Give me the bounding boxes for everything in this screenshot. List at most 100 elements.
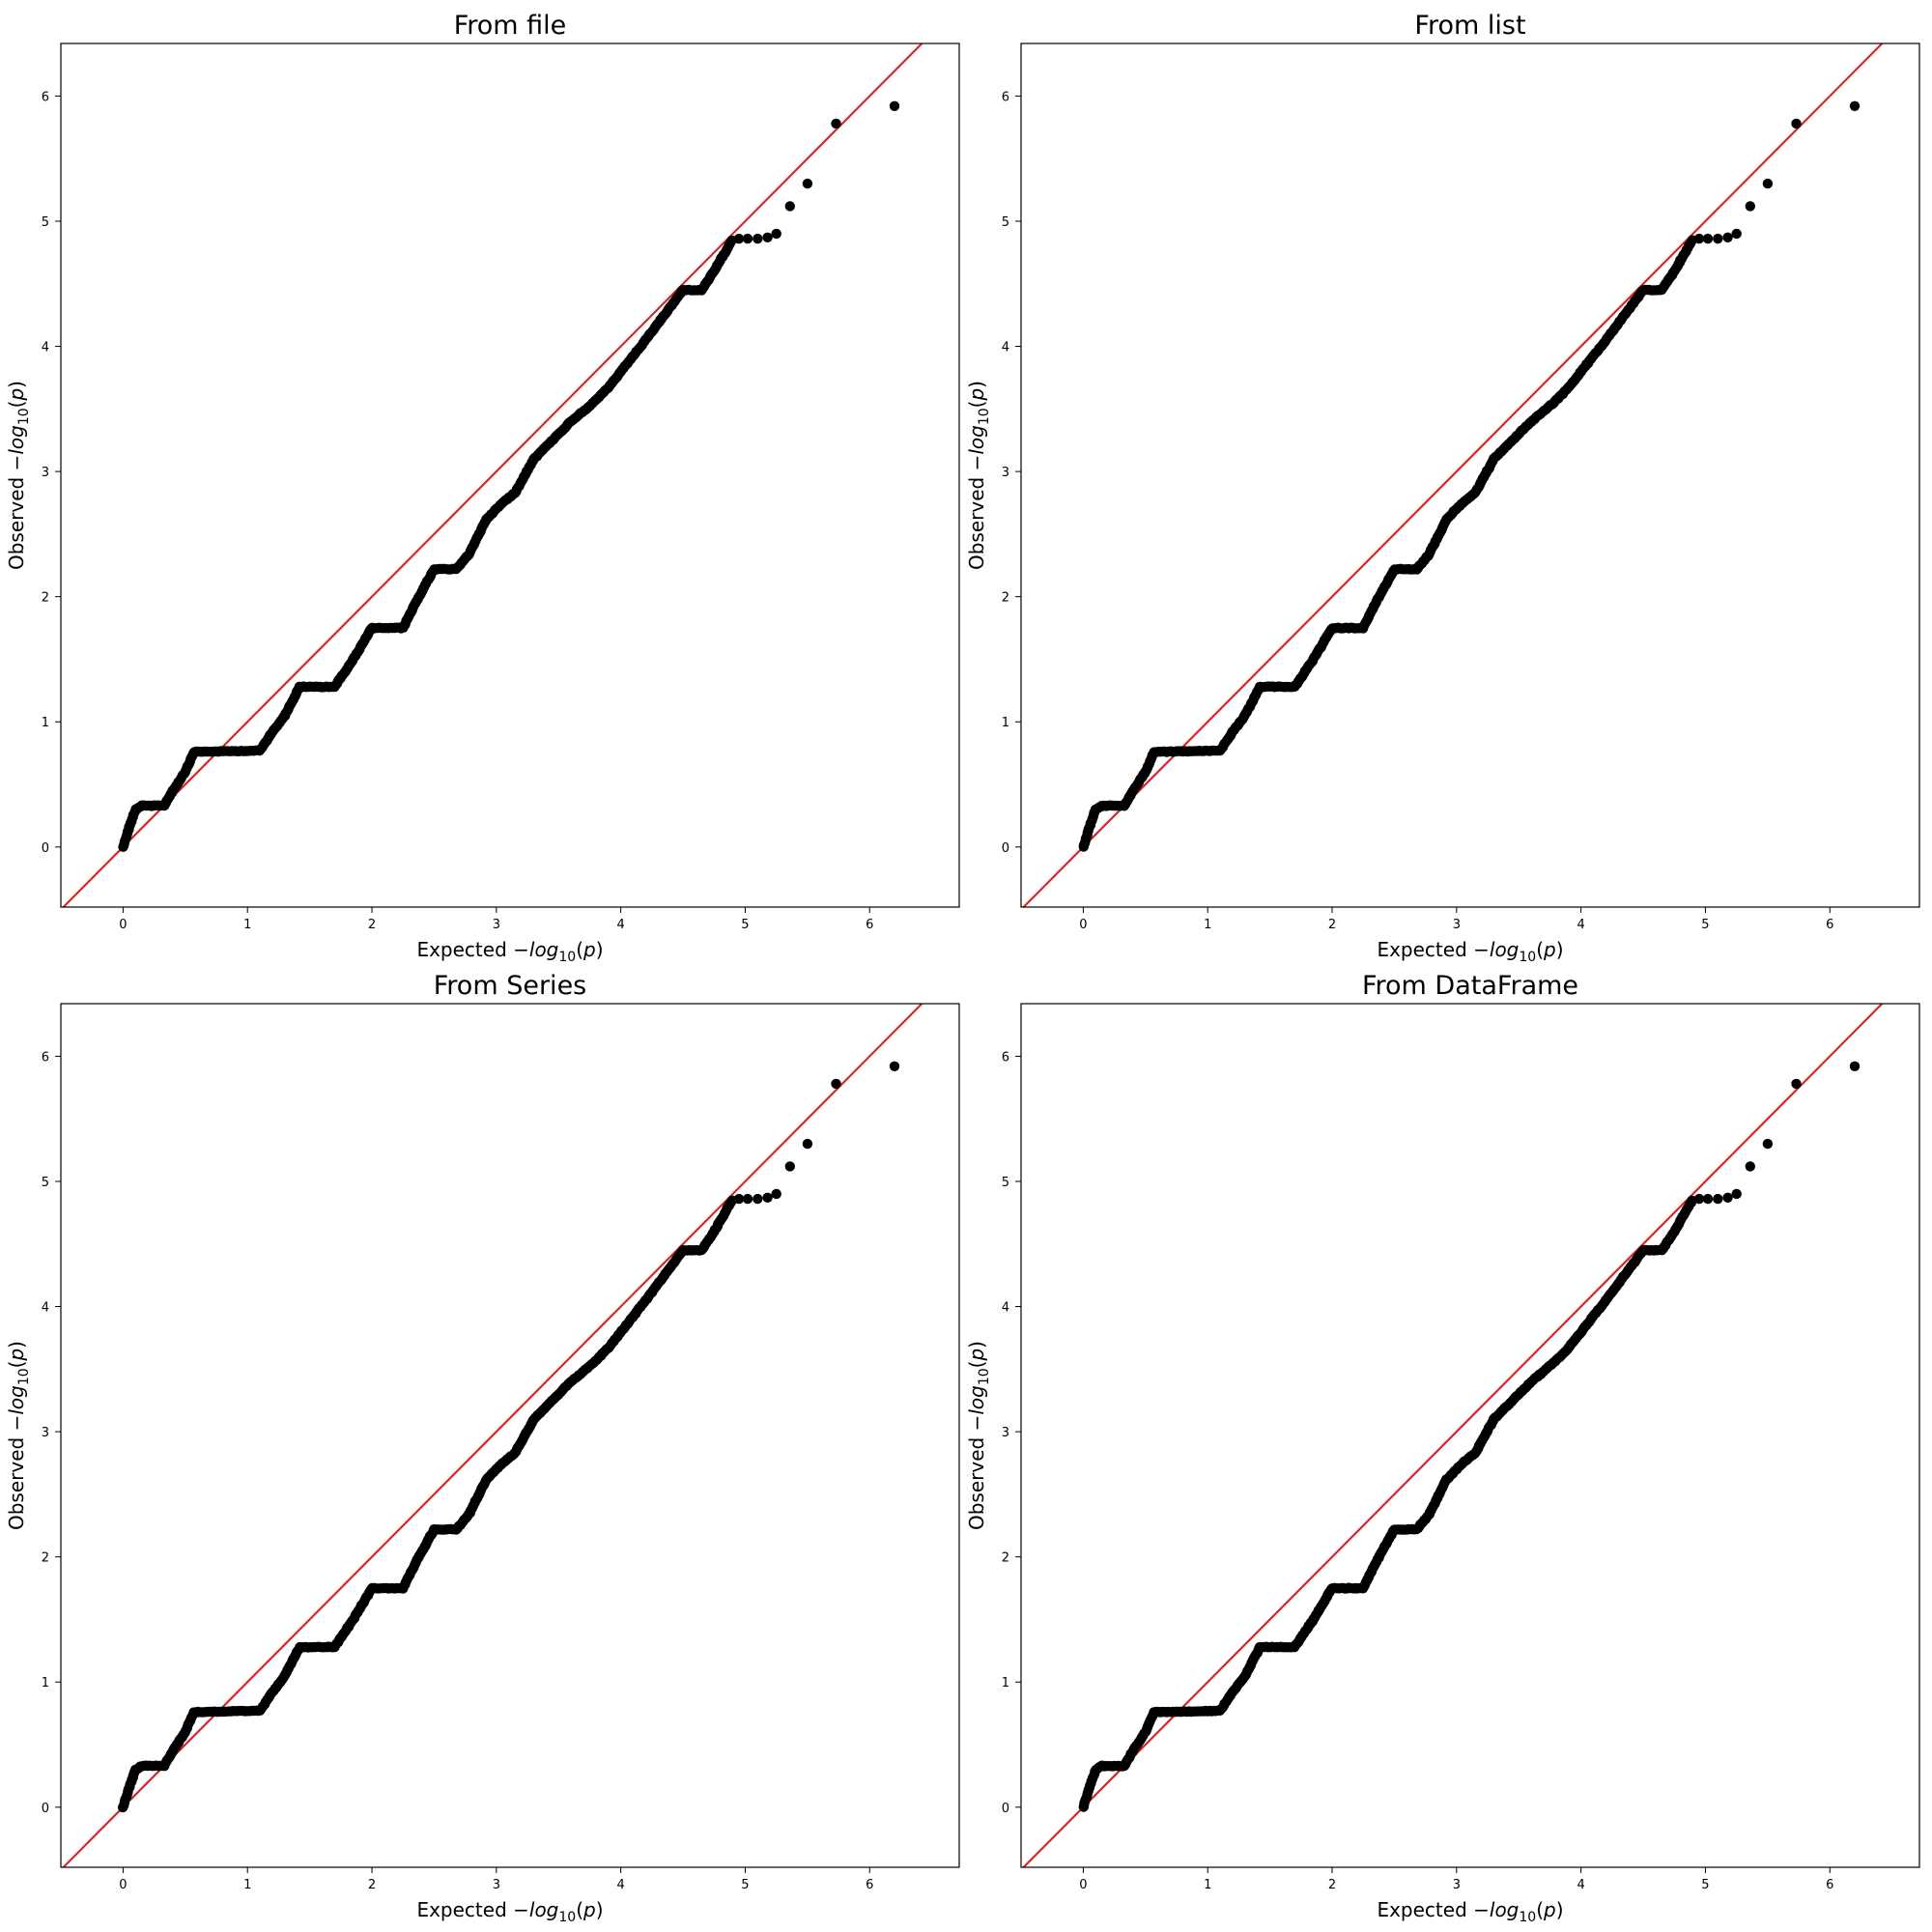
data-point xyxy=(1731,1188,1742,1200)
data-point xyxy=(753,233,763,244)
x-tick-label: 0 xyxy=(1079,1878,1087,1892)
axes-frame xyxy=(1020,1003,1920,1868)
x-tick-label: 6 xyxy=(1826,918,1833,932)
data-point xyxy=(784,1161,795,1172)
y-tick-label: 3 xyxy=(42,1426,49,1440)
qq-panel-2: From list 0 1 2 3 4 5 6 0 1 2 3 4 5 6 Expected −log10(p… xyxy=(965,11,1920,965)
data-point xyxy=(1722,1192,1733,1204)
x-tick-label: 4 xyxy=(616,1878,624,1892)
data-point xyxy=(1713,1193,1723,1205)
panel-title: From list xyxy=(1414,11,1525,41)
y-tick-label: 1 xyxy=(1002,1676,1009,1690)
x-tick-label: 5 xyxy=(741,1878,749,1892)
data-point xyxy=(1762,178,1774,189)
plot-area xyxy=(1022,1004,1884,1867)
y-tick-label: 5 xyxy=(42,1176,49,1190)
x-tick-label: 1 xyxy=(1204,918,1211,932)
data-point xyxy=(1693,1193,1705,1205)
x-tick-label: 6 xyxy=(1826,1878,1833,1892)
x-tick-label: 1 xyxy=(243,1878,251,1892)
x-tick-label: 2 xyxy=(1328,918,1336,932)
y-tick-label: 2 xyxy=(42,1551,49,1566)
y-axis-label: Observed −log10(p) xyxy=(965,1341,992,1530)
y-tick-label: 1 xyxy=(42,1676,49,1690)
y-tick-label: 3 xyxy=(42,466,49,480)
x-tick-label: 3 xyxy=(493,1878,500,1892)
data-point xyxy=(802,178,813,189)
axes-frame xyxy=(60,43,960,908)
x-tick-label: 2 xyxy=(1328,1878,1336,1892)
x-tick-label: 2 xyxy=(368,1878,376,1892)
y-tick-label: 2 xyxy=(42,591,49,606)
reference-line xyxy=(62,43,923,907)
y-tick-label: 6 xyxy=(1002,90,1009,104)
x-tick-label: 5 xyxy=(1701,918,1709,932)
y-tick-label: 2 xyxy=(1002,1551,1009,1566)
x-tick-label: 4 xyxy=(1577,918,1584,932)
y-axis-label: Observed −log10(p) xyxy=(5,1341,32,1530)
data-point xyxy=(742,233,753,244)
y-tick-label: 0 xyxy=(42,1802,49,1816)
data-point xyxy=(742,1193,753,1205)
y-tick-label: 5 xyxy=(42,215,49,230)
x-tick-label: 3 xyxy=(1453,1878,1461,1892)
y-tick-label: 0 xyxy=(1002,1802,1009,1816)
x-tick-label: 0 xyxy=(1079,918,1087,932)
plot-area xyxy=(1022,43,1884,907)
x-tick-label: 6 xyxy=(866,918,873,932)
y-axis-label: Observed −log10(p) xyxy=(5,381,32,570)
y-tick-label: 4 xyxy=(1002,1301,1009,1316)
y-tick-label: 3 xyxy=(1002,1426,1009,1440)
y-tick-label: 6 xyxy=(42,90,49,104)
data-point xyxy=(762,232,773,242)
x-axis-label: Expected −log10(p) xyxy=(1377,938,1563,965)
y-tick-label: 6 xyxy=(1002,1050,1009,1065)
data-point xyxy=(831,1078,841,1090)
y-axis-label: Observed −log10(p) xyxy=(965,381,992,570)
x-axis-label: Expected −log10(p) xyxy=(416,938,603,965)
x-tick-label: 4 xyxy=(616,918,624,932)
data-point xyxy=(1791,118,1802,129)
x-axis-label: Expected −log10(p) xyxy=(416,1898,603,1925)
x-tick-label: 5 xyxy=(1701,1878,1709,1892)
y-tick-label: 5 xyxy=(1002,215,1009,230)
axes-frame xyxy=(1020,43,1920,908)
x-tick-label: 5 xyxy=(741,918,749,932)
data-point xyxy=(1762,1138,1774,1150)
data-point xyxy=(1791,1078,1802,1090)
y-tick-label: 4 xyxy=(42,341,49,355)
data-point xyxy=(889,100,900,112)
y-tick-label: 0 xyxy=(1002,841,1009,856)
data-point xyxy=(1745,201,1756,212)
y-tick-label: 0 xyxy=(42,841,49,856)
data-point xyxy=(802,1138,813,1150)
panel-title: From Series xyxy=(434,971,587,1001)
qq-panel-4: From DataFrame 0 1 2 3 4 5 6 0 1 2 3 4 5 6 Expected −lo… xyxy=(965,971,1920,1925)
data-point xyxy=(784,201,795,212)
data-point xyxy=(733,233,745,244)
x-tick-label: 6 xyxy=(866,1878,873,1892)
x-tick-label: 1 xyxy=(1204,1878,1211,1892)
y-tick-label: 4 xyxy=(42,1301,49,1316)
qq-panel-3: From Series 0 1 2 3 4 5 6 0 1 2 3 4 5 6 Expected −log10… xyxy=(5,971,960,1925)
x-tick-label: 3 xyxy=(1453,918,1461,932)
data-point xyxy=(831,118,841,129)
y-tick-label: 1 xyxy=(1002,716,1009,730)
reference-line xyxy=(1022,43,1884,907)
axes-frame xyxy=(60,1003,960,1868)
x-tick-label: 4 xyxy=(1577,1878,1584,1892)
data-point xyxy=(771,1188,781,1200)
panel-title: From DataFrame xyxy=(1362,971,1578,1001)
y-tick-label: 5 xyxy=(1002,1176,1009,1190)
data-point xyxy=(1849,100,1861,112)
y-tick-label: 1 xyxy=(42,716,49,730)
y-tick-label: 4 xyxy=(1002,341,1009,355)
y-tick-label: 2 xyxy=(1002,591,1009,606)
panel-title: From file xyxy=(454,11,567,41)
y-tick-label: 6 xyxy=(42,1050,49,1065)
x-tick-label: 2 xyxy=(368,918,376,932)
y-tick-label: 3 xyxy=(1002,466,1009,480)
data-point xyxy=(771,228,781,240)
plot-area xyxy=(62,1004,923,1867)
